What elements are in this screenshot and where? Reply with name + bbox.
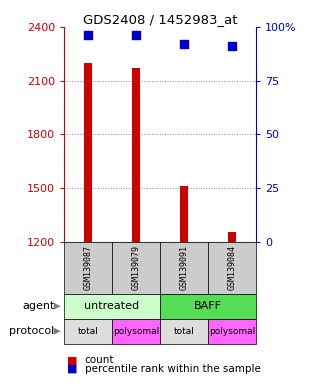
Bar xyxy=(228,232,236,242)
Bar xyxy=(84,63,92,242)
Text: total: total xyxy=(173,327,195,336)
Text: ■: ■ xyxy=(67,364,78,374)
Text: total: total xyxy=(77,327,99,336)
Text: polysomal: polysomal xyxy=(209,327,255,336)
Text: agent: agent xyxy=(22,301,54,311)
Text: GSM139079: GSM139079 xyxy=(132,245,140,290)
Text: count: count xyxy=(85,355,114,365)
Point xyxy=(85,32,91,38)
Point xyxy=(181,41,187,47)
Text: GSM139084: GSM139084 xyxy=(228,245,236,290)
Text: GSM139091: GSM139091 xyxy=(180,245,188,290)
Text: percentile rank within the sample: percentile rank within the sample xyxy=(85,364,261,374)
Point xyxy=(133,32,139,38)
Bar xyxy=(132,68,140,242)
Bar xyxy=(180,186,188,242)
Text: BAFF: BAFF xyxy=(194,301,222,311)
Text: GSM139087: GSM139087 xyxy=(84,245,92,290)
Text: untreated: untreated xyxy=(84,301,140,311)
Point xyxy=(229,43,235,49)
Text: GDS2408 / 1452983_at: GDS2408 / 1452983_at xyxy=(83,13,237,26)
Text: polysomal: polysomal xyxy=(113,327,159,336)
Text: ■: ■ xyxy=(67,355,78,365)
Text: protocol: protocol xyxy=(9,326,54,336)
